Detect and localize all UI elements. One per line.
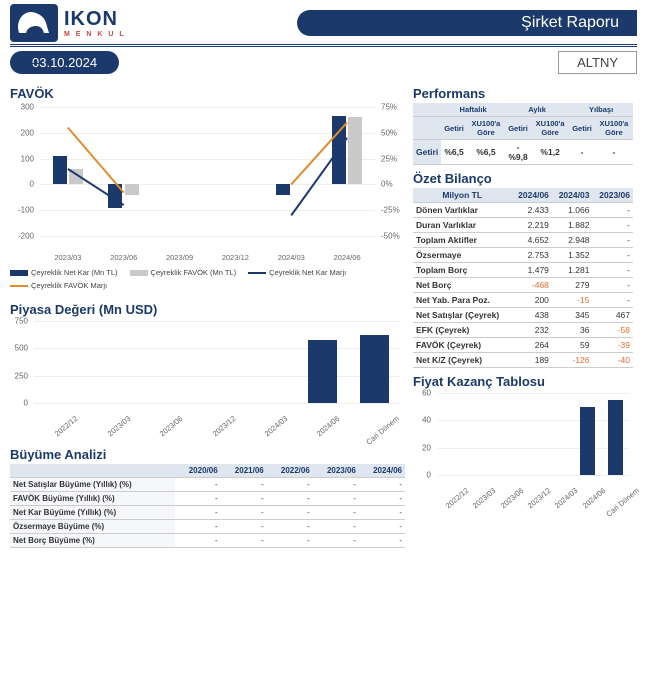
favok-chart: -200-1000100200300-50%-25%0%25%50%75%202… <box>10 105 405 250</box>
bilanco-table: Milyon TL2024/062024/032023/06Dönen Varl… <box>413 188 633 368</box>
brand-subname: M E N K U L <box>64 31 126 38</box>
buyume-title: Büyüme Analizi <box>10 447 405 462</box>
piyasa-title: Piyasa Değeri (Mn USD) <box>10 302 405 317</box>
report-type-banner: Şirket Raporu <box>297 10 637 36</box>
legend-item: Çeyreklik FAVÖK (Mn TL) <box>130 268 237 277</box>
fiyat-title: Fiyat Kazanç Tablosu <box>413 374 633 389</box>
lion-icon <box>10 4 58 42</box>
legend-item: Çeyreklik FAVÖK Marjı <box>10 281 107 290</box>
legend-item: Çeyreklik Net Kar (Mn TL) <box>10 268 118 277</box>
legend-item: Çeyreklik Net Kar Marjı <box>248 268 346 277</box>
bar <box>580 407 595 475</box>
fiyat-chart: 02040602022/122023/032023/062023/122024/… <box>413 391 633 491</box>
bar <box>360 335 389 403</box>
brand-logo: IKON M E N K U L <box>10 4 126 42</box>
header: IKON M E N K U L Şirket Raporu <box>0 0 647 42</box>
report-date: 03.10.2024 <box>10 51 119 74</box>
bilanco-title: Özet Bilanço <box>413 171 633 186</box>
bar <box>608 400 623 475</box>
perf-title: Performans <box>413 86 633 101</box>
divider <box>10 44 637 47</box>
piyasa-chart: 02505007502022/122023/032023/062023/1220… <box>10 319 405 419</box>
ticker-tag: ALTNY <box>558 51 637 74</box>
brand-name: IKON <box>64 8 126 31</box>
buyume-table: 2020/062021/062022/062023/062024/06Net S… <box>10 464 405 548</box>
bar <box>308 340 337 403</box>
favok-legend: Çeyreklik Net Kar (Mn TL) Çeyreklik FAVÖK… <box>10 268 405 290</box>
perf-table: HaftalıkAylıkYılbaşıGetiriXU100'a GöreGe… <box>413 103 633 165</box>
favok-title: FAVÖK <box>10 86 405 101</box>
